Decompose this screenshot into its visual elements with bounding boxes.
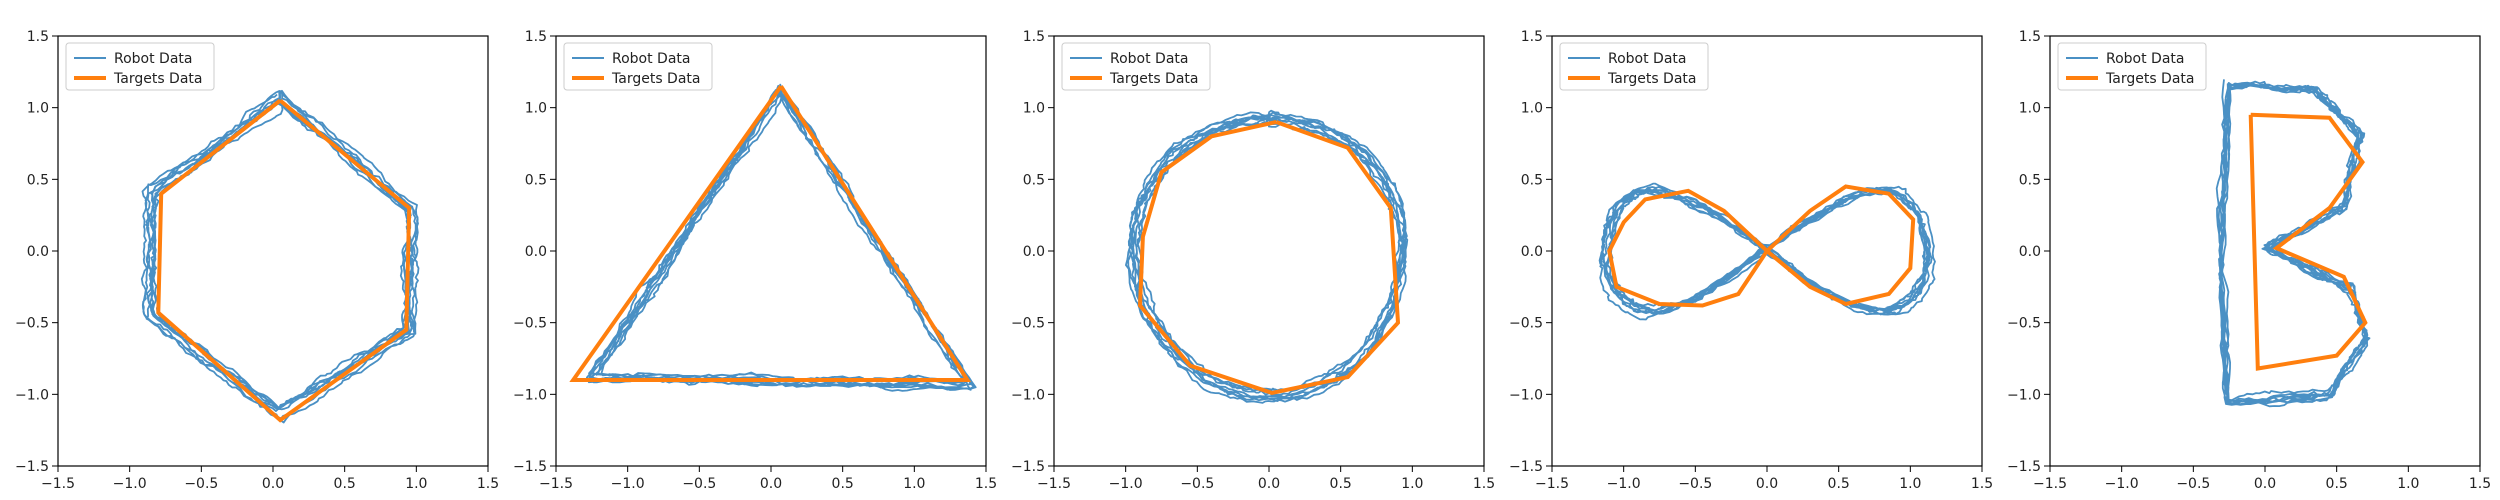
x-tick-label: −0.5: [1180, 476, 1214, 492]
x-tick-label: 1.0: [405, 476, 427, 492]
x-tick-label: −1.0: [1607, 476, 1641, 492]
y-tick-label: −1.5: [1509, 459, 1543, 475]
legend-robot-label: Robot Data: [2106, 51, 2184, 67]
y-tick-label: −0.5: [1011, 316, 1045, 332]
y-tick-label: −1.0: [513, 387, 547, 403]
x-tick-label: 1.5: [1971, 476, 1993, 492]
legend: Robot Data Targets Data: [563, 42, 713, 91]
y-tick-label: 0.5: [27, 172, 49, 188]
y-tick-label: −1.5: [15, 459, 49, 475]
x-tick-label: −1.5: [1535, 476, 1569, 492]
y-tick-label: −1.5: [1011, 459, 1045, 475]
y-tick-label: 0.0: [525, 244, 547, 260]
y-tick-label: 0.0: [1023, 244, 1045, 260]
targets-data-line: [2248, 112, 2368, 371]
y-tick-label: −1.5: [2007, 459, 2041, 475]
y-tick-label: 1.0: [1521, 101, 1543, 117]
targets-data-line: [1137, 120, 1401, 395]
chart-panel-4: −1.5−1.5 −1.0 −1.0 −0.5 −0.5 0.0 0.0 0.5 0.5 1.0 1…: [1509, 29, 1993, 492]
y-tick-label: 1.5: [525, 29, 547, 45]
legend-robot-label: Robot Data: [1110, 51, 1188, 67]
x-tick-label: 1.5: [1473, 476, 1495, 492]
y-tick-label: 1.5: [1023, 29, 1045, 45]
y-tick-label: 1.5: [27, 29, 49, 45]
chart-panel-2: −1.5−1.5 −1.0 −1.0 −0.5 −0.5 0.0 0.0 0.5 0.5 1.0 1…: [513, 29, 997, 492]
y-tick-label: 0.5: [2019, 172, 2041, 188]
x-tick-label: −0.5: [1678, 476, 1712, 492]
x-tick-label: −1.5: [1037, 476, 1071, 492]
y-tick-label: 0.5: [1023, 172, 1045, 188]
x-tick-label: −1.0: [2105, 476, 2139, 492]
chart-panel-5: −1.5−1.5 −1.0 −1.0 −0.5 −0.5 0.0 0.0 0.5 0.5 1.0 1…: [2007, 29, 2491, 492]
targets-data-line: [569, 85, 972, 382]
robot-data-line: [2215, 79, 2371, 408]
y-tick-label: 1.0: [2019, 101, 2041, 117]
y-tick-label: −1.0: [2007, 387, 2041, 403]
x-tick-label: 0.0: [1756, 476, 1778, 492]
x-tick-label: −1.5: [41, 476, 75, 492]
x-tick-label: 0.0: [262, 476, 284, 492]
y-tick-label: 0.5: [1521, 172, 1543, 188]
x-tick-label: 0.5: [1330, 476, 1352, 492]
y-tick-label: 1.0: [525, 101, 547, 117]
x-tick-label: −0.5: [184, 476, 218, 492]
legend-targets-label: Targets Data: [113, 71, 202, 87]
x-tick-label: 0.5: [832, 476, 854, 492]
x-tick-label: −1.5: [539, 476, 573, 492]
legend-targets-label: Targets Data: [1607, 71, 1696, 87]
x-tick-label: −1.0: [113, 476, 147, 492]
legend-robot-label: Robot Data: [612, 51, 690, 67]
x-tick-label: 1.5: [2469, 476, 2491, 492]
y-tick-label: −0.5: [513, 316, 547, 332]
y-tick-label: 0.0: [27, 244, 49, 260]
y-tick-label: −1.0: [1011, 387, 1045, 403]
x-tick-label: −0.5: [2176, 476, 2210, 492]
y-tick-label: −0.5: [1509, 316, 1543, 332]
robot-data-line: [140, 89, 420, 424]
y-tick-label: 0.0: [2019, 244, 2041, 260]
legend: Robot Data Targets Data: [65, 42, 215, 91]
x-tick-label: 0.5: [1828, 476, 1850, 492]
legend: Robot Data Targets Data: [1061, 42, 1211, 91]
x-tick-label: 0.5: [2326, 476, 2348, 492]
y-tick-label: 0.5: [525, 172, 547, 188]
x-tick-label: −0.5: [682, 476, 716, 492]
y-tick-label: 1.5: [2019, 29, 2041, 45]
targets-data-line: [156, 98, 412, 423]
y-tick-label: −1.5: [513, 459, 547, 475]
x-tick-label: 1.0: [903, 476, 925, 492]
x-tick-label: 1.5: [477, 476, 499, 492]
robot-data-line: [586, 83, 977, 392]
chart-panel-3: −1.5−1.5 −1.0 −1.0 −0.5 −0.5 0.0 0.0 0.5 0.5 1.0 1…: [1011, 29, 1495, 492]
y-tick-label: 1.0: [1023, 101, 1045, 117]
x-tick-label: 1.5: [975, 476, 997, 492]
y-tick-label: 1.5: [1521, 29, 1543, 45]
targets-data-line: [1607, 184, 1916, 308]
legend-robot-label: Robot Data: [114, 51, 192, 67]
y-tick-label: 1.0: [27, 101, 49, 117]
y-tick-label: −1.0: [1509, 387, 1543, 403]
x-tick-label: −1.0: [611, 476, 645, 492]
y-tick-label: −0.5: [15, 316, 49, 332]
x-tick-label: 1.0: [1401, 476, 1423, 492]
y-tick-label: −1.0: [15, 387, 49, 403]
legend-targets-label: Targets Data: [611, 71, 700, 87]
legend: Robot Data Targets Data: [1559, 42, 1709, 91]
x-tick-label: 0.0: [760, 476, 782, 492]
x-tick-label: 1.0: [1899, 476, 1921, 492]
x-tick-label: 1.0: [2397, 476, 2419, 492]
legend-targets-label: Targets Data: [1109, 71, 1198, 87]
legend-robot-label: Robot Data: [1608, 51, 1686, 67]
y-tick-label: 0.0: [1521, 244, 1543, 260]
y-tick-label: −0.5: [2007, 316, 2041, 332]
legend-targets-label: Targets Data: [2105, 71, 2194, 87]
x-tick-label: −1.0: [1109, 476, 1143, 492]
x-tick-label: −1.5: [2033, 476, 2067, 492]
x-tick-label: 0.5: [334, 476, 356, 492]
legend: Robot Data Targets Data: [2057, 42, 2207, 91]
chart-panel-1: −1.5−1.5 −1.0 −1.0 −0.5 −0.5 0.0 0.0 0.5 0.5 1.0 1…: [15, 29, 499, 492]
x-tick-label: 0.0: [1258, 476, 1280, 492]
x-tick-label: 0.0: [2254, 476, 2276, 492]
